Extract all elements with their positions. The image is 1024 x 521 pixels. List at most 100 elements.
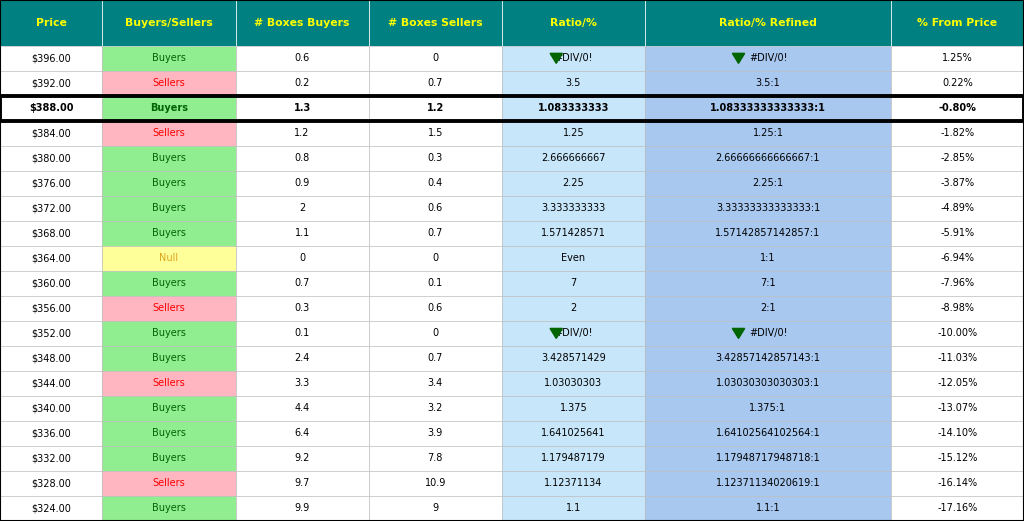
Text: 6.4: 6.4 [295,428,309,439]
Bar [645,321,891,346]
Bar [369,471,502,496]
Text: 1.12371134: 1.12371134 [544,478,603,489]
Text: 1.375: 1.375 [559,403,588,414]
Text: 1.375:1: 1.375:1 [750,403,786,414]
Bar [369,121,502,146]
Text: $368.00: $368.00 [32,228,71,239]
Bar [236,421,369,446]
Bar [502,0,645,46]
Bar [236,296,369,321]
Text: 1.083333333: 1.083333333 [538,103,609,114]
Text: $380.00: $380.00 [32,153,71,164]
Text: 9.9: 9.9 [295,503,309,514]
Text: Ratio/%: Ratio/% [550,18,597,28]
Text: 2:1: 2:1 [760,303,776,314]
Text: Buyers: Buyers [152,328,186,339]
Bar [102,121,236,146]
Bar [645,46,891,71]
Text: Ratio/% Refined: Ratio/% Refined [719,18,817,28]
Text: 3.33333333333333:1: 3.33333333333333:1 [716,203,820,214]
Text: 2.4: 2.4 [294,353,310,364]
Text: -14.10%: -14.10% [937,428,978,439]
Bar [645,346,891,371]
Bar [102,396,236,421]
Text: 1.3: 1.3 [294,103,310,114]
Bar [369,321,502,346]
Text: 1.1: 1.1 [295,228,309,239]
Bar [0,421,102,446]
Bar [645,471,891,496]
Bar [236,471,369,496]
Bar [102,496,236,521]
Text: 9.2: 9.2 [294,453,310,464]
Bar [502,221,645,246]
Text: Sellers: Sellers [153,478,185,489]
Bar [891,246,1024,271]
Bar [502,46,645,71]
Text: Buyers/Sellers: Buyers/Sellers [125,18,213,28]
Bar [236,71,369,96]
Text: 2.66666666666667:1: 2.66666666666667:1 [716,153,820,164]
Bar [645,146,891,171]
Text: 0: 0 [432,253,438,264]
Polygon shape [550,328,562,339]
Bar [0,46,102,71]
Bar [236,396,369,421]
Text: Buyers: Buyers [152,203,186,214]
Bar [236,271,369,296]
Text: 2.25:1: 2.25:1 [753,178,783,189]
Bar [891,196,1024,221]
Text: 3.2: 3.2 [427,403,443,414]
Bar [891,371,1024,396]
Bar [102,321,236,346]
Text: -8.98%: -8.98% [940,303,975,314]
Bar [0,146,102,171]
Bar [891,221,1024,246]
Text: 7: 7 [570,278,577,289]
Text: 3.428571429: 3.428571429 [541,353,606,364]
Text: 0.3: 0.3 [428,153,442,164]
Bar [645,271,891,296]
Bar [891,471,1024,496]
Bar [891,396,1024,421]
Text: 1.25: 1.25 [562,128,585,139]
Bar [645,396,891,421]
Text: 7.8: 7.8 [427,453,443,464]
Text: $324.00: $324.00 [32,503,71,514]
Bar [236,496,369,521]
Bar [369,171,502,196]
Bar [891,321,1024,346]
Bar [502,321,645,346]
Bar [102,446,236,471]
Text: 0: 0 [432,328,438,339]
Text: 1.5: 1.5 [427,128,443,139]
Text: 0.3: 0.3 [295,303,309,314]
Bar [502,196,645,221]
Text: #DIV/0!: #DIV/0! [554,328,593,339]
Bar [0,221,102,246]
Text: $388.00: $388.00 [29,103,74,114]
Bar [0,296,102,321]
Text: -16.14%: -16.14% [937,478,978,489]
Bar [645,371,891,396]
Bar [502,396,645,421]
Bar [102,271,236,296]
Text: 1:1: 1:1 [760,253,776,264]
Bar [369,296,502,321]
Text: 4.4: 4.4 [295,403,309,414]
Text: 0.1: 0.1 [428,278,442,289]
Text: $376.00: $376.00 [32,178,71,189]
Text: 3.4: 3.4 [428,378,442,389]
Text: 3.3: 3.3 [295,378,309,389]
Bar [369,71,502,96]
Bar [236,196,369,221]
Text: 0.2: 0.2 [294,78,310,89]
Text: -6.94%: -6.94% [940,253,975,264]
Bar [0,446,102,471]
Text: #DIV/0!: #DIV/0! [749,53,787,64]
Bar [891,446,1024,471]
Bar [0,96,1024,121]
Text: 3.9: 3.9 [428,428,442,439]
Text: 2: 2 [299,203,305,214]
Text: # Boxes Buyers: # Boxes Buyers [254,18,350,28]
